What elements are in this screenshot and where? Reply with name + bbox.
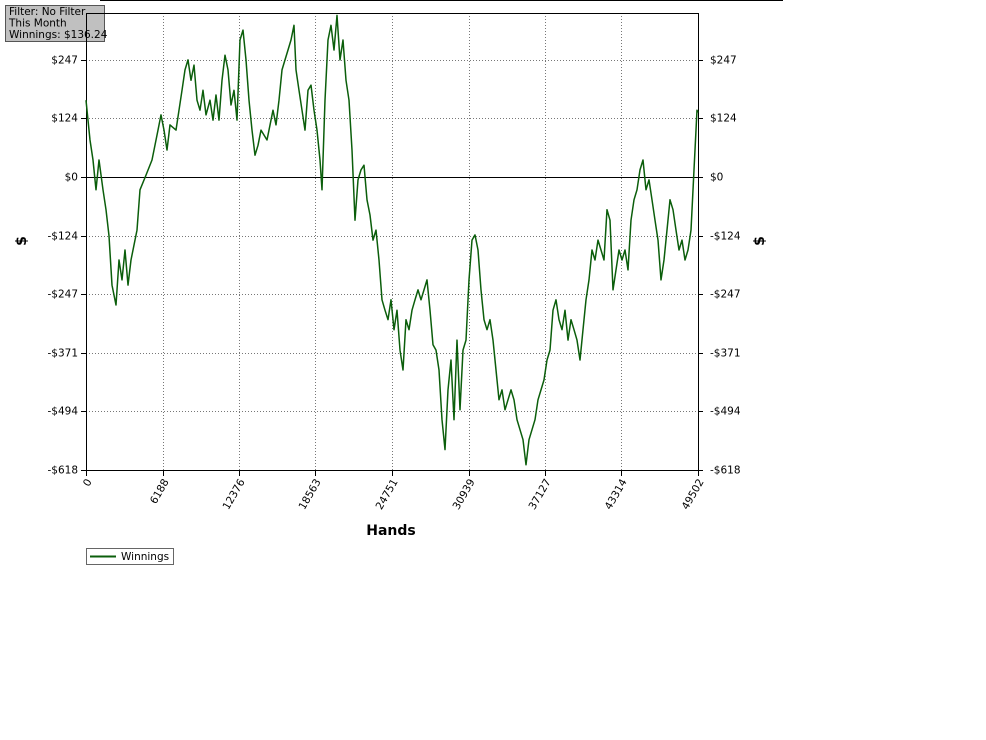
x-tick-label: 18563: [297, 477, 324, 512]
y-tick-label: -$494: [47, 406, 78, 418]
series-line: [85, 14, 699, 466]
legend: [86, 548, 174, 565]
y-tick-label: $124: [51, 113, 78, 125]
info-box: Filter: No Filter This Month Winnings: $…: [5, 5, 108, 42]
y-axis-title: $: [14, 236, 30, 246]
info-period: This Month: [8, 18, 67, 30]
x-tick-label: 37127: [527, 477, 554, 512]
x-tick-label: 24751: [374, 477, 401, 512]
x-tick-label: 43314: [603, 477, 630, 512]
y2-axis-title: $: [752, 236, 768, 246]
y2-tick-label: -$124: [710, 231, 741, 243]
y-tick-label: -$371: [47, 348, 78, 360]
y-tick-label: -$124: [47, 231, 78, 243]
y-tick-label: $247: [51, 55, 78, 67]
x-tick-label: 30939: [451, 477, 478, 512]
y-tick-label: -$247: [47, 289, 78, 301]
y2-tick-label: $0: [710, 172, 723, 184]
info-box-bg: [5, 5, 105, 42]
y-tick-label: $0: [65, 172, 78, 184]
legend-box: [86, 548, 174, 565]
info-winnings: Winnings: $136.24: [9, 29, 108, 41]
y2-tick-label: -$371: [710, 348, 741, 360]
x-tick-label: 0: [81, 477, 95, 489]
x-tick-label: 49502: [680, 477, 707, 512]
x-tick-label: 6188: [148, 477, 172, 506]
y2-tick-label: $124: [710, 113, 737, 125]
x-axis-title: Hands: [366, 523, 416, 539]
y2-tick-label: $247: [710, 55, 737, 67]
x-tick-label: 12376: [221, 477, 248, 512]
info-filter: Filter: No Filter: [9, 6, 86, 18]
y-tick-label: -$618: [47, 465, 78, 477]
y2-tick-label: -$247: [710, 289, 741, 301]
legend-label: Winnings: [121, 551, 169, 563]
y2-tick-label: -$494: [710, 406, 741, 418]
y2-tick-label: -$618: [710, 465, 741, 477]
plot-frame: [86, 13, 699, 471]
